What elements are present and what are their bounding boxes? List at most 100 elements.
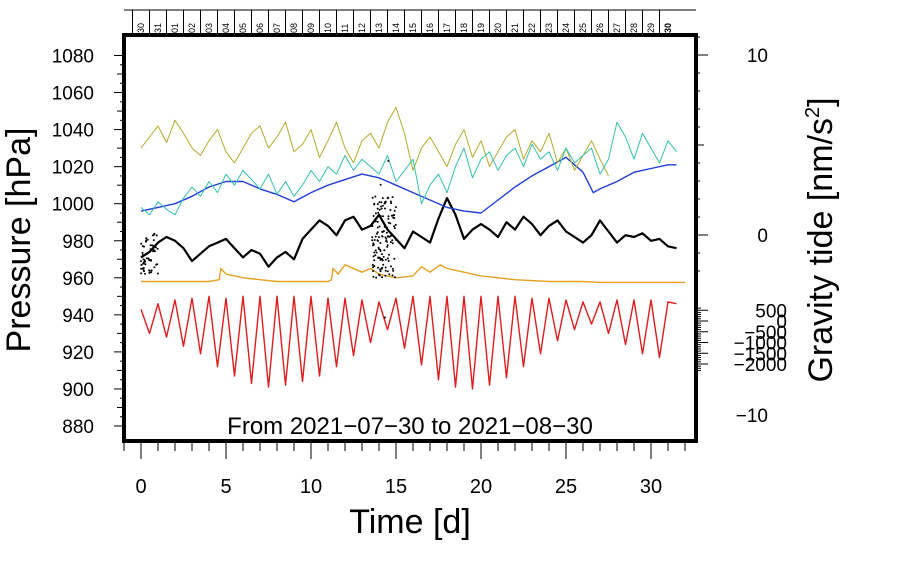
scatter-point xyxy=(148,271,151,274)
scatter-point xyxy=(371,196,374,199)
scatter-point xyxy=(376,220,379,223)
date-tick-label: 27 xyxy=(612,23,622,33)
scatter-point xyxy=(152,239,155,242)
right-tick-upper-label: 10 xyxy=(747,46,768,67)
scatter-point xyxy=(387,217,390,220)
scatter-point xyxy=(384,207,386,210)
scatter-point xyxy=(372,255,375,258)
left-axis-ticks: 880 900 920 940 960 980 1000 1020 1040 1060 1080 xyxy=(52,47,124,438)
scatter-point xyxy=(381,231,384,233)
date-ticks-top: 30 31 01 02 03 04 05 06 07 08 09 10 11 12 13 14 15 16 17 18… xyxy=(124,9,696,35)
scatter-point xyxy=(140,260,142,263)
date-tick-label: 30 xyxy=(663,23,673,33)
date-tick-label: 06 xyxy=(255,23,265,33)
scatter-point xyxy=(140,242,143,245)
scatter-point xyxy=(150,259,152,262)
plot-series xyxy=(140,106,685,390)
date-tick-label: 29 xyxy=(646,23,656,33)
scatter-point xyxy=(374,195,377,198)
scatter-point xyxy=(152,250,154,253)
scatter-point xyxy=(377,211,380,214)
scatter-point xyxy=(373,251,376,254)
date-tick-label: 11 xyxy=(340,24,350,33)
scatter-point xyxy=(374,220,377,223)
y-axis-left-label: Pressure [hPa] xyxy=(0,128,38,353)
series-line-4 xyxy=(140,121,677,216)
scatter-point xyxy=(154,246,157,249)
scatter-point xyxy=(148,259,151,262)
scatter-point xyxy=(393,257,396,260)
left-tick-label: 1060 xyxy=(52,84,94,105)
scatter-point xyxy=(142,267,145,269)
scatter-point xyxy=(141,254,144,256)
date-tick-label: 30 xyxy=(136,23,146,33)
right-tick-upper-label: −10 xyxy=(736,406,768,427)
scatter-point xyxy=(142,258,145,261)
bottom-tick-label: 30 xyxy=(640,476,662,498)
scatter-point xyxy=(152,245,155,248)
scatter-point xyxy=(372,275,375,278)
left-tick-label: 1080 xyxy=(52,47,94,68)
scatter-point xyxy=(394,238,397,241)
scatter-point xyxy=(393,209,396,212)
scatter-point xyxy=(391,242,394,245)
scatter-point xyxy=(372,215,375,217)
scatter-point xyxy=(376,226,379,229)
scatter-point xyxy=(378,274,381,277)
date-tick-label: 05 xyxy=(238,23,248,33)
scatter-point xyxy=(383,225,386,228)
scatter-point xyxy=(382,255,385,258)
scatter-point xyxy=(390,202,393,205)
scatter-point xyxy=(376,231,379,234)
right-tick-lower-label: −1500 xyxy=(734,344,787,365)
scatter-point xyxy=(380,207,383,210)
scatter-point xyxy=(375,276,378,279)
scatter-point xyxy=(376,239,379,242)
scatter-point xyxy=(385,240,388,243)
plot-frame xyxy=(122,33,698,443)
scatter-point xyxy=(386,226,389,229)
scatter-point xyxy=(387,196,390,199)
scatter-point xyxy=(379,183,382,186)
scatter-point xyxy=(153,266,156,269)
scatter-point xyxy=(394,276,396,279)
scatter-point xyxy=(149,244,152,247)
scatter-point xyxy=(147,257,150,260)
scatter-point xyxy=(379,242,382,244)
date-tick-label: 12 xyxy=(357,23,367,33)
scatter-point xyxy=(376,207,379,210)
scatter-point xyxy=(144,263,147,266)
date-tick-label: 20 xyxy=(493,23,503,33)
series-line-6 xyxy=(140,295,677,390)
pressure-scatter xyxy=(140,159,397,319)
date-tick-label: 31 xyxy=(153,23,163,33)
y-axis-right-label-main: Gravity tide [nm/s xyxy=(802,118,840,383)
scatter-point xyxy=(386,235,389,238)
date-tick-label: 14 xyxy=(391,23,401,33)
scatter-point xyxy=(381,258,384,261)
right-tick-lower-label: −1000 xyxy=(734,334,787,355)
scatter-point xyxy=(372,243,375,246)
scatter-point xyxy=(144,272,147,275)
scatter-point xyxy=(140,267,143,270)
scatter-point xyxy=(384,258,387,261)
series-line-3 xyxy=(140,106,609,177)
date-tick-label: 15 xyxy=(408,23,418,33)
scatter-point xyxy=(374,249,377,252)
scatter-point xyxy=(391,267,394,270)
scatter-point xyxy=(382,263,385,266)
date-tick-label: 19 xyxy=(476,23,486,33)
scatter-point xyxy=(390,214,393,217)
scatter-point xyxy=(141,245,144,248)
left-tick-label: 880 xyxy=(62,417,94,438)
scatter-point xyxy=(142,269,145,272)
scatter-point xyxy=(383,202,386,205)
date-tick-label: 04 xyxy=(221,23,231,33)
scatter-point xyxy=(381,276,384,279)
date-tick-label: 17 xyxy=(442,23,452,33)
scatter-point xyxy=(384,200,387,203)
scatter-point xyxy=(374,212,377,215)
scatter-point xyxy=(376,232,378,235)
scatter-point xyxy=(153,232,156,235)
scatter-point xyxy=(381,197,384,200)
